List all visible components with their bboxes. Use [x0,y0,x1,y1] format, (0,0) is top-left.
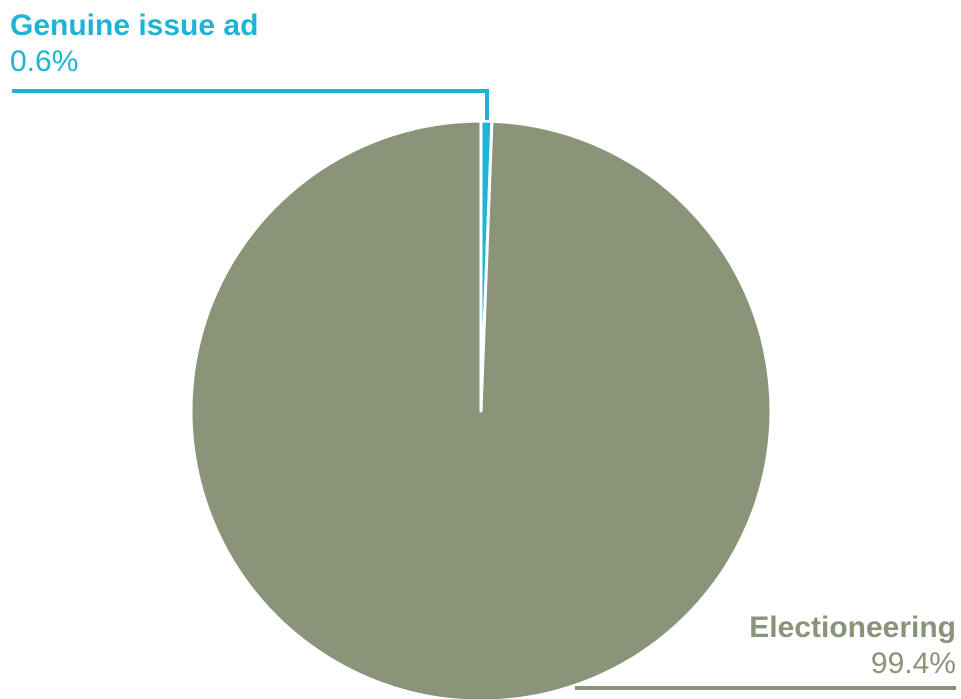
leader-lines [12,89,956,690]
slice-label-electioneering: Electioneering [749,611,956,644]
leader-line-genuine-issue-ad [12,89,489,120]
slice-label-genuine-issue-ad: Genuine issue ad [10,9,258,42]
pie-slice-electioneering [189,119,773,699]
slice-value-genuine-issue-ad: 0.6% [10,45,78,78]
pie-slices [189,119,773,699]
slice-value-electioneering: 99.4% [871,647,956,680]
